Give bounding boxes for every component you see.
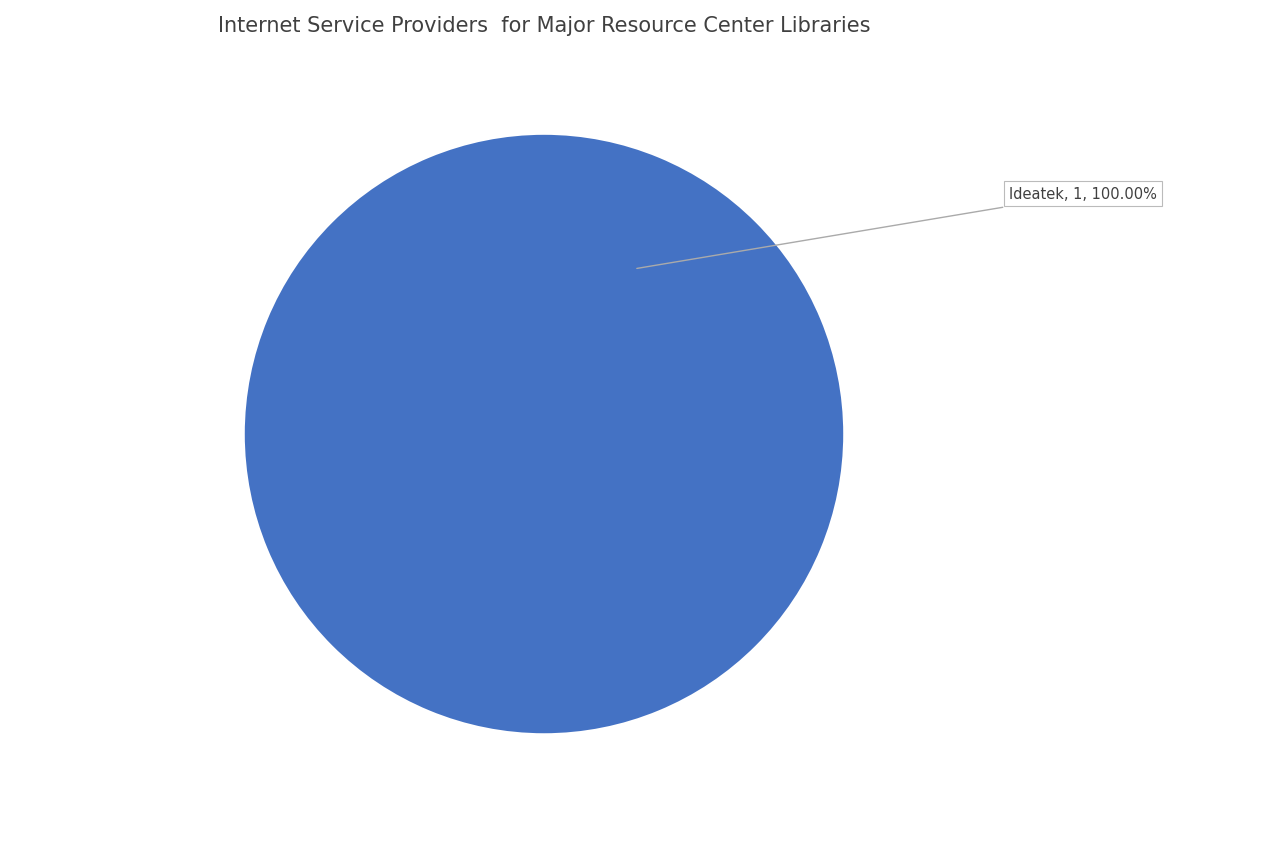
Wedge shape (243, 135, 845, 734)
Title: Internet Service Providers  for Major Resource Center Libraries: Internet Service Providers for Major Res… (218, 16, 870, 36)
Text: Ideatek, 1, 100.00%: Ideatek, 1, 100.00% (637, 187, 1157, 269)
